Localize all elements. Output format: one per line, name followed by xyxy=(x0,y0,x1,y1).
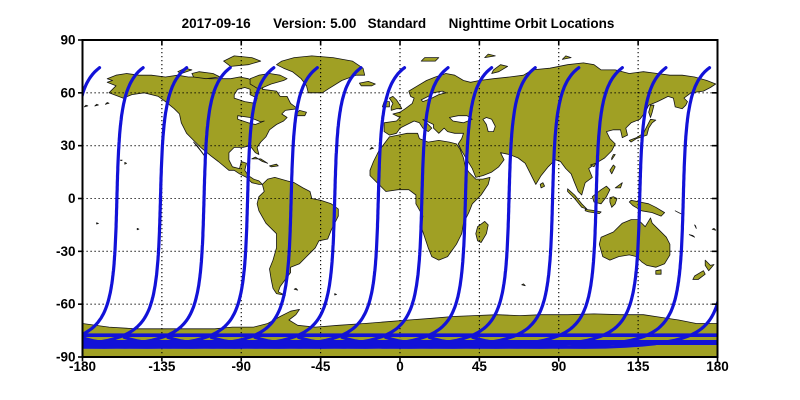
orbit-tracks-layer xyxy=(82,66,718,349)
orbit-ground-track xyxy=(427,66,712,349)
y-axis-tick-label: 90 xyxy=(60,33,75,48)
axes-frame-layer xyxy=(78,39,719,362)
landmass xyxy=(334,293,337,296)
orbit-ground-track xyxy=(209,66,494,349)
x-axis-tick-label: -45 xyxy=(311,359,331,374)
landmass xyxy=(609,196,618,208)
landmass xyxy=(521,283,526,287)
landmass xyxy=(120,159,123,161)
orbit-ground-track xyxy=(82,66,319,349)
landmass xyxy=(251,156,269,164)
landmass xyxy=(694,224,697,229)
landmass xyxy=(383,62,717,196)
landmass xyxy=(124,162,127,165)
landmass xyxy=(136,228,140,231)
landmass xyxy=(611,154,616,161)
x-axis-tick-label: 45 xyxy=(472,359,488,374)
orbit-ground-track xyxy=(471,297,718,349)
orbit-ground-track xyxy=(384,66,668,349)
orbit-ground-track xyxy=(82,66,189,346)
landmass xyxy=(704,259,715,272)
landmass xyxy=(475,221,489,243)
landmass xyxy=(94,103,99,107)
lake xyxy=(420,90,447,102)
world-map-layer xyxy=(82,40,718,357)
orbit-ground-track xyxy=(297,66,581,349)
y-axis-tick-label: 30 xyxy=(60,138,75,153)
landmass xyxy=(567,188,588,210)
x-axis-tick-label: 90 xyxy=(551,359,566,374)
landmass xyxy=(590,162,597,168)
y-axis-tick-label: -90 xyxy=(56,350,76,365)
x-axis-tick-label: 135 xyxy=(627,359,650,374)
grid-layer xyxy=(82,40,718,357)
orbit-ground-track xyxy=(82,66,276,349)
landmass xyxy=(293,287,299,291)
landmass xyxy=(491,64,508,74)
orbit-ground-track xyxy=(82,66,145,337)
plot-title: 2017-09-16 Version: 5.00 Standard Nightt… xyxy=(182,16,615,31)
orbit-ground-track xyxy=(82,66,363,349)
orbit-ground-track xyxy=(122,66,407,349)
landmass xyxy=(389,96,403,111)
landmass xyxy=(191,71,221,80)
axis-labels-layer: -180 -135 -90 -45 0 45 90 135 180 90 60 30 0 -30 -60 -9… xyxy=(56,33,729,375)
lake xyxy=(449,115,473,124)
landmass xyxy=(420,57,440,62)
landmass xyxy=(598,217,671,268)
landmass xyxy=(561,55,572,60)
landmass xyxy=(105,102,110,105)
landmass xyxy=(369,147,374,150)
x-axis-tick-label: -135 xyxy=(148,359,176,374)
x-axis-tick-label: -180 xyxy=(69,359,96,374)
orbit-ground-track xyxy=(340,66,624,349)
landmass xyxy=(359,81,376,87)
landmass xyxy=(711,228,717,231)
y-axis-tick-label: 60 xyxy=(60,85,75,100)
landmass xyxy=(276,55,366,94)
landmass xyxy=(83,104,89,108)
landmass xyxy=(256,177,339,296)
landmass xyxy=(96,222,99,225)
x-axis-tick-label: 0 xyxy=(396,359,404,374)
landmass xyxy=(609,164,616,175)
orbit-ground-track xyxy=(166,66,450,349)
y-axis-tick-label: 0 xyxy=(68,191,76,206)
y-axis-tick-label: -60 xyxy=(56,297,76,312)
landmass xyxy=(688,234,695,238)
lake xyxy=(482,117,496,132)
landmass xyxy=(484,53,496,58)
landmass xyxy=(269,163,279,168)
y-axis-tick-label: -30 xyxy=(56,244,76,259)
orbit-ground-track xyxy=(253,66,537,349)
lake xyxy=(233,87,258,104)
x-axis-tick-label: -90 xyxy=(231,359,251,374)
landmass xyxy=(648,104,655,118)
landmass xyxy=(655,269,662,275)
landmass xyxy=(223,55,262,67)
orbit-ground-track xyxy=(82,66,232,349)
x-axis-tick-label: 180 xyxy=(706,359,729,374)
landmass xyxy=(674,210,683,215)
landmass xyxy=(692,270,706,280)
landmass xyxy=(539,182,545,189)
landmass xyxy=(614,182,623,189)
